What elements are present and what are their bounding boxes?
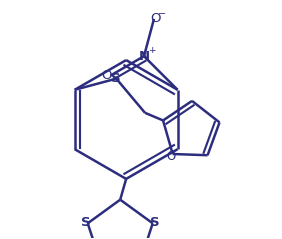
Text: O: O xyxy=(102,69,112,82)
Text: S: S xyxy=(81,216,90,229)
Text: −: − xyxy=(158,9,166,19)
Text: O: O xyxy=(167,151,176,163)
Text: S: S xyxy=(111,72,121,85)
Text: O: O xyxy=(150,12,161,25)
Text: S: S xyxy=(150,216,160,229)
Text: N: N xyxy=(138,50,149,63)
Text: +: + xyxy=(148,46,155,55)
